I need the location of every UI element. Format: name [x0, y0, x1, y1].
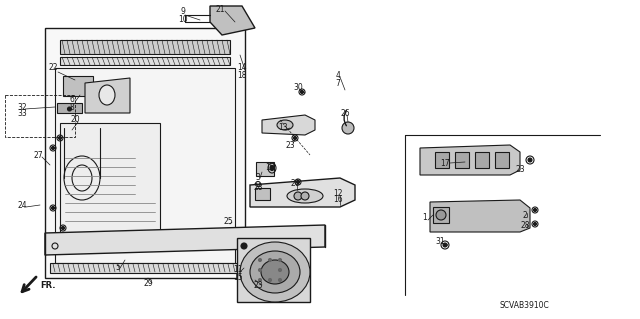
Ellipse shape: [287, 189, 323, 203]
Text: 26: 26: [340, 108, 350, 117]
Ellipse shape: [51, 146, 54, 150]
Bar: [495, 152, 509, 168]
Bar: [50, 263, 240, 273]
Bar: [455, 152, 469, 168]
Text: 4: 4: [335, 70, 340, 79]
Text: 16: 16: [333, 196, 343, 204]
Text: 23: 23: [253, 280, 263, 290]
Ellipse shape: [534, 209, 536, 211]
Text: 5: 5: [116, 263, 120, 272]
Ellipse shape: [241, 243, 247, 249]
Ellipse shape: [278, 278, 282, 281]
Polygon shape: [430, 200, 530, 232]
Polygon shape: [262, 115, 315, 135]
Text: 8: 8: [70, 102, 74, 112]
Bar: [57, 103, 82, 113]
Text: 2: 2: [523, 211, 527, 219]
Ellipse shape: [240, 242, 310, 302]
Bar: [255, 188, 270, 200]
Bar: [256, 162, 274, 176]
Bar: [435, 152, 449, 168]
Text: 14: 14: [237, 63, 247, 72]
Ellipse shape: [259, 258, 262, 262]
Text: 31: 31: [435, 238, 445, 247]
Text: 6: 6: [70, 95, 74, 105]
Ellipse shape: [443, 243, 447, 247]
Ellipse shape: [294, 192, 302, 200]
Ellipse shape: [296, 181, 300, 183]
Text: 27: 27: [33, 151, 43, 160]
Polygon shape: [45, 225, 325, 255]
Ellipse shape: [534, 222, 536, 226]
Bar: [63, 76, 93, 96]
Text: 11: 11: [233, 265, 243, 275]
Text: 30: 30: [293, 84, 303, 93]
Ellipse shape: [342, 122, 354, 134]
Bar: [45, 28, 245, 278]
Text: 32: 32: [17, 102, 27, 112]
Ellipse shape: [277, 120, 293, 130]
Ellipse shape: [528, 158, 532, 162]
Ellipse shape: [51, 206, 54, 210]
Polygon shape: [210, 6, 255, 35]
Text: 13: 13: [278, 123, 288, 132]
Polygon shape: [85, 78, 130, 113]
Text: 19: 19: [265, 164, 275, 173]
Bar: [475, 152, 489, 168]
Text: 24: 24: [17, 201, 27, 210]
Ellipse shape: [99, 85, 115, 105]
Text: 25: 25: [223, 218, 233, 226]
Bar: [60, 40, 230, 54]
Ellipse shape: [278, 258, 282, 262]
Text: 33: 33: [17, 109, 27, 118]
Text: SCVAB3910C: SCVAB3910C: [500, 300, 550, 309]
Text: 1: 1: [422, 213, 428, 222]
Text: 28: 28: [520, 220, 530, 229]
Text: 28: 28: [253, 183, 263, 192]
Bar: [60, 123, 160, 233]
Ellipse shape: [259, 278, 262, 281]
Polygon shape: [250, 178, 355, 207]
Ellipse shape: [301, 91, 303, 93]
Text: 20: 20: [70, 115, 80, 124]
Text: FR.: FR.: [40, 281, 56, 291]
Text: 9: 9: [180, 8, 186, 17]
Text: 23: 23: [285, 140, 295, 150]
Bar: [55, 68, 235, 263]
Ellipse shape: [61, 226, 65, 229]
Text: 29: 29: [143, 278, 153, 287]
Ellipse shape: [269, 278, 271, 281]
Text: 23: 23: [515, 166, 525, 174]
Text: 7: 7: [335, 78, 340, 87]
Ellipse shape: [261, 260, 289, 284]
Bar: [433, 207, 449, 223]
Ellipse shape: [250, 251, 300, 293]
Bar: [60, 57, 230, 65]
Ellipse shape: [436, 210, 446, 220]
Text: 18: 18: [237, 70, 247, 79]
Text: 3: 3: [255, 174, 260, 182]
Ellipse shape: [301, 192, 309, 200]
Ellipse shape: [278, 269, 282, 271]
Polygon shape: [420, 145, 520, 175]
Ellipse shape: [270, 166, 274, 170]
Text: 20: 20: [290, 179, 300, 188]
Text: 22: 22: [48, 63, 58, 72]
Ellipse shape: [67, 107, 72, 111]
Text: 15: 15: [233, 273, 243, 283]
Ellipse shape: [58, 137, 61, 139]
Ellipse shape: [259, 269, 262, 271]
Text: 21: 21: [215, 5, 225, 14]
Ellipse shape: [294, 137, 296, 139]
Polygon shape: [237, 238, 310, 302]
Text: 12: 12: [333, 189, 343, 197]
Ellipse shape: [269, 258, 271, 262]
Text: 10: 10: [178, 16, 188, 25]
Bar: [5, 95, 75, 137]
Text: 17: 17: [440, 159, 450, 167]
